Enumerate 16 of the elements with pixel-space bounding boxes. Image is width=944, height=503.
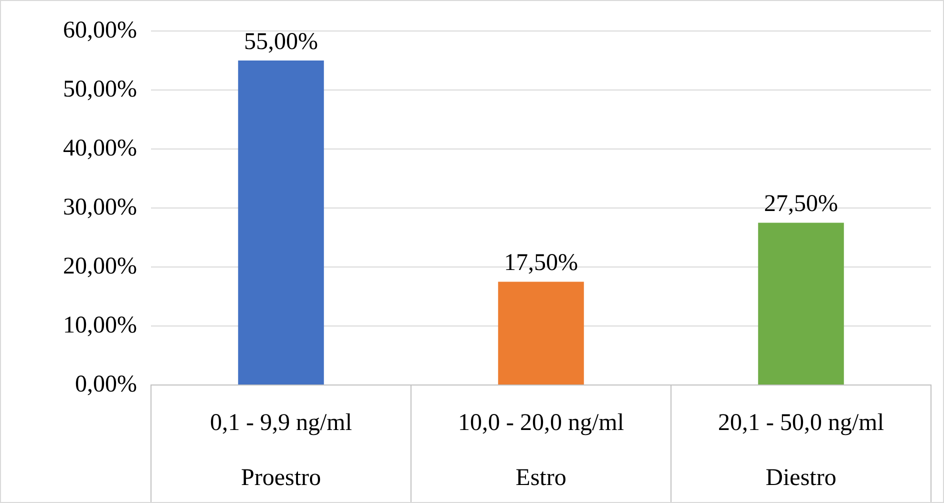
y-tick-label: 0,00% — [75, 371, 137, 398]
category-label: 10,0 - 20,0 ng/ml Estro — [458, 410, 624, 492]
category-label: 0,1 - 9,9 ng/ml Proestro — [210, 410, 352, 492]
y-tick-label: 10,00% — [63, 312, 137, 338]
bar — [498, 282, 584, 384]
bar — [758, 222, 844, 384]
y-tick-label: 30,00% — [63, 194, 137, 220]
data-label: 27,50% — [764, 191, 838, 218]
y-tick-label: 60,00% — [63, 17, 137, 44]
y-tick-label: 20,00% — [63, 253, 137, 280]
data-label: 17,50% — [504, 250, 578, 276]
bar — [238, 60, 324, 384]
y-tick-label: 40,00% — [63, 135, 137, 162]
y-tick-label: 50,00% — [63, 76, 137, 102]
category-label: 20,1 - 50,0 ng/ml Diestro — [718, 410, 884, 492]
data-label: 55,00% — [244, 28, 318, 55]
